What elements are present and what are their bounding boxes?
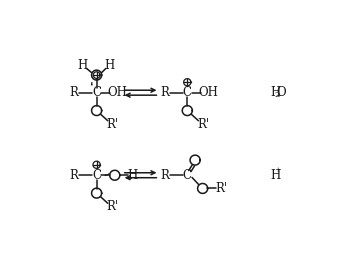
FancyArrowPatch shape	[105, 174, 109, 175]
Text: R: R	[160, 86, 169, 99]
Text: H: H	[127, 169, 138, 182]
Text: R': R'	[107, 200, 119, 213]
Text: 2: 2	[274, 91, 280, 99]
Text: R': R'	[215, 182, 227, 195]
Text: R: R	[69, 169, 78, 182]
Text: H: H	[270, 169, 281, 182]
Text: C: C	[183, 86, 192, 99]
Text: H: H	[270, 86, 281, 99]
Text: C: C	[92, 86, 101, 99]
Text: C: C	[183, 169, 192, 182]
Text: R': R'	[107, 118, 119, 131]
Text: +: +	[275, 166, 281, 174]
Text: C: C	[92, 169, 101, 182]
Text: R: R	[69, 86, 78, 99]
Text: O: O	[277, 86, 287, 99]
Text: H: H	[104, 59, 114, 72]
Text: R': R'	[198, 118, 210, 131]
Text: OH: OH	[107, 86, 127, 99]
Text: H: H	[77, 59, 88, 72]
Text: OH: OH	[198, 86, 218, 99]
Text: R: R	[160, 169, 169, 182]
